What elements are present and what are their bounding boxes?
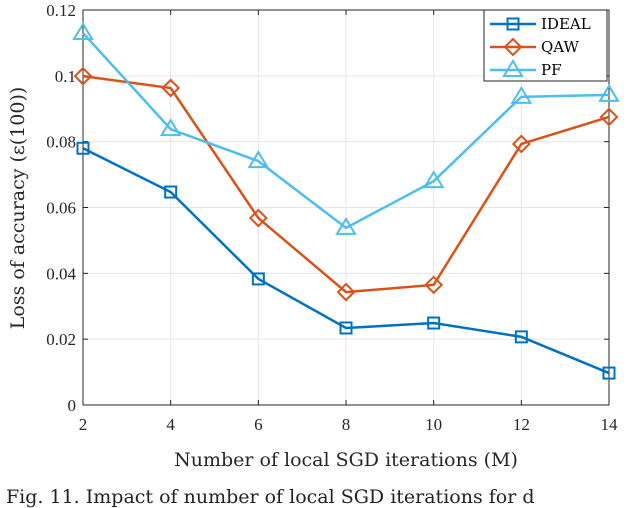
x-tick-label: 2 <box>79 415 88 434</box>
legend: IDEAL QAW PF <box>483 9 608 82</box>
y-tick-label: 0.08 <box>46 133 76 152</box>
axes: 2 4 6 8 10 12 14 0 0.02 0.04 0.06 0.08 0.1 0.12 <box>46 1 618 434</box>
series-qaw <box>73 66 619 302</box>
legend-entry-pf: PF <box>490 59 562 79</box>
triangle-marker <box>510 85 533 104</box>
square-marker <box>514 330 528 344</box>
x-tick-label: 12 <box>513 415 530 434</box>
legend-label: IDEAL <box>541 15 591 33</box>
diamond-marker <box>336 282 356 302</box>
diamond-marker <box>599 107 619 127</box>
triangle-marker <box>502 59 524 77</box>
y-tick-label: 0.02 <box>46 330 76 349</box>
square-marker <box>339 321 353 335</box>
y-tick-label: 0 <box>68 396 77 415</box>
y-tick-label: 0.12 <box>46 1 76 20</box>
series-line <box>82 74 610 294</box>
triangle-marker <box>335 216 357 235</box>
y-tick-label: 0.04 <box>46 264 76 283</box>
figure-caption: Fig. 11. Impact of number of local SGD i… <box>6 486 535 508</box>
square-marker <box>164 185 178 199</box>
square-marker <box>506 17 520 31</box>
series-ideal <box>76 141 616 380</box>
square-marker <box>76 141 90 155</box>
triangle-marker <box>422 170 445 189</box>
y-axis-label: Loss of accuracy (ε(100)) <box>7 87 29 330</box>
x-axis-label: Number of local SGD iterations (M) <box>174 449 518 471</box>
diamond-marker <box>424 275 444 295</box>
square-marker <box>427 316 441 330</box>
triangle-marker <box>247 150 270 169</box>
series-group <box>72 22 620 380</box>
legend-entry-ideal: IDEAL <box>490 15 591 33</box>
x-tick-label: 14 <box>601 415 619 434</box>
plot-frame <box>82 9 610 406</box>
x-tick-label: 6 <box>254 415 263 434</box>
series-line <box>82 32 610 230</box>
diamond-marker <box>503 37 523 57</box>
diamond-marker <box>161 78 181 98</box>
diamond-marker <box>248 208 268 228</box>
x-tick-label: 8 <box>342 415 351 434</box>
legend-label: QAW <box>541 38 580 56</box>
legend-label: PF <box>541 61 562 79</box>
y-tick-label: 0.1 <box>55 67 76 86</box>
triangle-marker <box>159 118 182 137</box>
triangle-marker <box>598 83 620 102</box>
square-marker <box>602 366 616 380</box>
x-tick-label: 4 <box>166 415 175 434</box>
series-pf <box>72 22 620 235</box>
legend-entry-qaw: QAW <box>490 37 580 57</box>
series-line <box>82 147 610 375</box>
triangle-marker <box>72 22 94 41</box>
square-marker <box>251 272 265 286</box>
diamond-marker <box>73 66 93 86</box>
y-tick-label: 0.06 <box>46 199 76 218</box>
diamond-marker <box>511 134 531 154</box>
x-tick-label: 10 <box>425 415 442 434</box>
